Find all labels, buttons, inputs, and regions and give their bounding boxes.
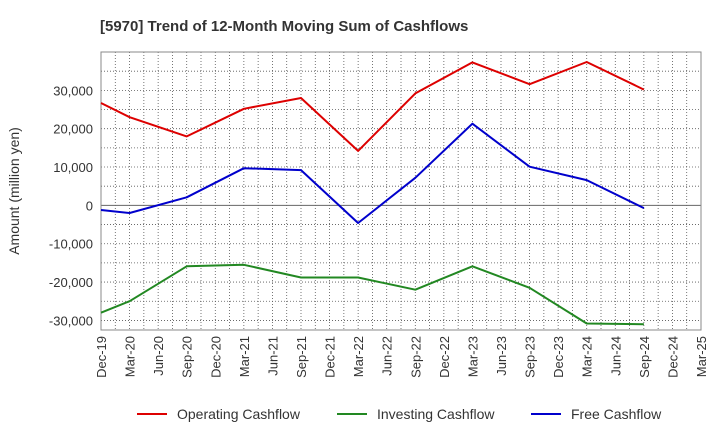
plot-border xyxy=(100,51,702,331)
x-tick-label: Sep-24 xyxy=(637,336,652,378)
legend-label-free-cashflow: Free Cashflow xyxy=(571,406,662,422)
x-tick-label: Jun-20 xyxy=(151,336,166,376)
y-tick-label: 10,000 xyxy=(53,160,93,175)
y-tick-label: -30,000 xyxy=(49,313,93,328)
x-tick-label: Sep-21 xyxy=(294,336,309,378)
x-tick-label: Mar-24 xyxy=(580,336,595,377)
x-tick-label: Sep-22 xyxy=(408,336,423,378)
series-line-investing-cashflow xyxy=(100,263,644,326)
x-tick-label: Sep-20 xyxy=(180,336,195,378)
legend-label-investing-cashflow: Investing Cashflow xyxy=(377,406,495,422)
x-tick-label: Jun-24 xyxy=(608,336,623,376)
x-tick-label: Dec-20 xyxy=(208,336,223,378)
x-tick-label: Mar-20 xyxy=(123,336,138,377)
x-tick-label: Dec-22 xyxy=(437,336,452,378)
x-tick-label: Dec-24 xyxy=(665,336,680,378)
x-tick-label: Jun-23 xyxy=(494,336,509,376)
y-tick-label: 30,000 xyxy=(53,83,93,98)
axes-layer: 30,000 20,000 10,000 0 -10,000 -20,000 -30,000… xyxy=(49,51,709,378)
x-tick-label: Jun-21 xyxy=(265,336,280,376)
x-tick-label: Sep-23 xyxy=(523,336,538,378)
y-tick-label: -10,000 xyxy=(49,237,93,252)
y-tick-label: 0 xyxy=(86,198,93,213)
x-tick-label: Mar-25 xyxy=(694,336,709,377)
series-layer xyxy=(100,61,645,326)
y-tick-label: -20,000 xyxy=(49,275,93,290)
x-tick-label: Jun-22 xyxy=(380,336,395,376)
x-tick-label: Dec-21 xyxy=(323,336,338,378)
x-tick-label: Dec-19 xyxy=(94,336,109,378)
legend-label-operating-cashflow: Operating Cashflow xyxy=(177,406,301,422)
grid-layer xyxy=(101,52,701,330)
y-axis-label: Amount (million yen) xyxy=(6,127,22,255)
series-line-free-cashflow xyxy=(100,122,645,224)
legend: Operating Cashflow Investing Cashflow Free… xyxy=(137,406,662,422)
y-tick-label: 20,000 xyxy=(53,122,93,137)
x-tick-label: Mar-21 xyxy=(237,336,252,377)
chart-title: [5970] Trend of 12-Month Moving Sum of C… xyxy=(100,18,468,35)
series-line-operating-cashflow xyxy=(100,61,645,152)
x-tick-label: Mar-22 xyxy=(351,336,366,377)
x-tick-label: Mar-23 xyxy=(465,336,480,377)
x-tick-label: Dec-23 xyxy=(551,336,566,378)
